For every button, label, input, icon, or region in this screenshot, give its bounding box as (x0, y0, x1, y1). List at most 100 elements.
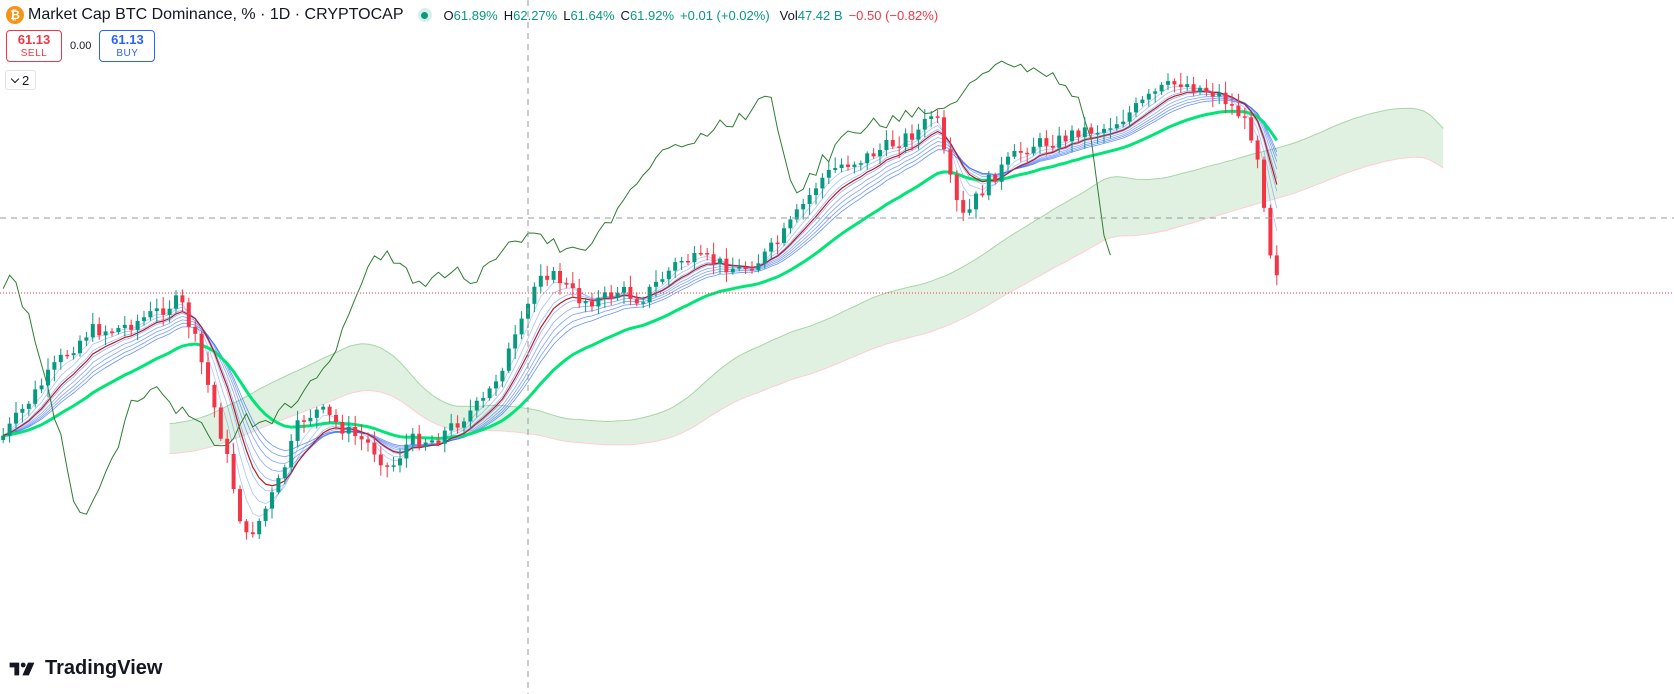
candle-body (449, 423, 454, 431)
ribbon-line (3, 95, 1278, 464)
buy-label: BUY (116, 47, 139, 59)
candle-body (846, 164, 850, 167)
candle-body (1185, 84, 1190, 88)
candle-body (1198, 87, 1202, 92)
candle-body (263, 508, 268, 521)
candle-body (391, 465, 396, 467)
candle-body (212, 384, 217, 408)
candle-body (110, 331, 114, 333)
candle-body (122, 324, 127, 328)
candle-body (225, 438, 230, 454)
candle-body (193, 326, 198, 334)
indicators-toggle-button[interactable]: 2 (5, 70, 37, 90)
candle-body (820, 177, 825, 189)
candle-body (590, 301, 594, 307)
candle-body (871, 153, 876, 157)
candle-body (942, 117, 946, 150)
candle-body (1031, 146, 1036, 154)
candle-body (250, 532, 255, 535)
candle-body (865, 153, 870, 164)
candle-body (948, 149, 953, 175)
candle-body (244, 521, 249, 533)
candle-body (634, 298, 639, 304)
volume-change-value: −0.50 (−0.82%) (848, 7, 939, 23)
candle-body (58, 354, 63, 363)
candle-body (334, 414, 338, 422)
candle-body (756, 263, 761, 271)
sell-button[interactable]: 61.13 SELL (6, 30, 62, 62)
candle-body (1140, 99, 1145, 104)
tradingview-logo[interactable]: TradingView (9, 657, 162, 680)
candle-body (199, 333, 204, 363)
candle-body (750, 269, 754, 271)
candle-body (916, 129, 921, 140)
cloud-upper-edge (169, 107, 1444, 425)
candle-body (654, 281, 658, 287)
candle-body (1249, 117, 1254, 141)
candle-body (1255, 140, 1260, 160)
baseline-line (2, 90, 1278, 487)
candle-body (1114, 124, 1119, 129)
symbol-title[interactable]: Market Cap BTC Dominance, % · 1D · CRYPT… (28, 6, 404, 23)
close-label: C (620, 7, 630, 23)
candle-body (218, 407, 223, 439)
candle-body (1242, 116, 1247, 118)
legend-header: ₿ Market Cap BTC Dominance, % · 1D · CRY… (6, 4, 938, 26)
candle-body (1146, 93, 1151, 100)
candle-body (839, 164, 844, 169)
candle-body (385, 465, 390, 467)
candle-body (622, 286, 626, 293)
candle-body (993, 174, 998, 182)
candle-body (1217, 92, 1222, 97)
candle-body (814, 188, 818, 196)
candle-body (762, 251, 767, 264)
ribbon-line (3, 99, 1278, 452)
ribbon-line (2, 85, 1278, 517)
candle-body (1166, 81, 1170, 85)
cloud-lower-edge (169, 156, 1444, 455)
candle-body (78, 340, 82, 354)
candle-body (26, 403, 31, 409)
candle-body (897, 146, 902, 148)
buy-price: 61.13 (111, 32, 144, 48)
candle-body (186, 302, 191, 327)
candle-body (1121, 121, 1126, 125)
chevron-down-icon (10, 74, 20, 83)
candle-body (551, 271, 556, 280)
candle-body (782, 228, 786, 243)
candle-body (238, 489, 242, 522)
ohlc-values: O61.89% H62.27% L61.64% C61.92% +0.01 (+… (444, 8, 939, 23)
candle-body (1018, 150, 1023, 153)
buy-button[interactable]: 61.13 BUY (99, 30, 156, 62)
candle-body (257, 520, 262, 535)
candle-body (1210, 92, 1215, 97)
sell-label: SELL (20, 47, 48, 59)
candle-body (129, 324, 134, 330)
candle-body (1172, 81, 1177, 85)
candle-body (743, 267, 748, 270)
candle-body (769, 242, 774, 252)
candle-body (314, 409, 319, 418)
candle-body (660, 279, 665, 282)
candle-body (378, 454, 383, 466)
candle-body (577, 288, 582, 304)
candle-body (878, 149, 882, 157)
low-value: 61.64% (570, 7, 615, 23)
lagging-line (2, 60, 1111, 515)
market-status-icon[interactable] (417, 8, 432, 22)
candle-body (794, 209, 799, 220)
candle-body (1070, 130, 1074, 142)
candle-body (711, 254, 716, 264)
candle-body (922, 118, 927, 130)
candle-body (148, 311, 153, 318)
candle-body (180, 295, 185, 303)
sell-price: 61.13 (17, 32, 51, 48)
candle-body (532, 286, 537, 304)
volume-value: 47.42 B (797, 7, 843, 23)
candle-body (775, 242, 780, 245)
candle-body (513, 334, 518, 349)
candle-body (1223, 92, 1228, 105)
candle-body (423, 442, 428, 447)
candle-body (455, 423, 460, 428)
